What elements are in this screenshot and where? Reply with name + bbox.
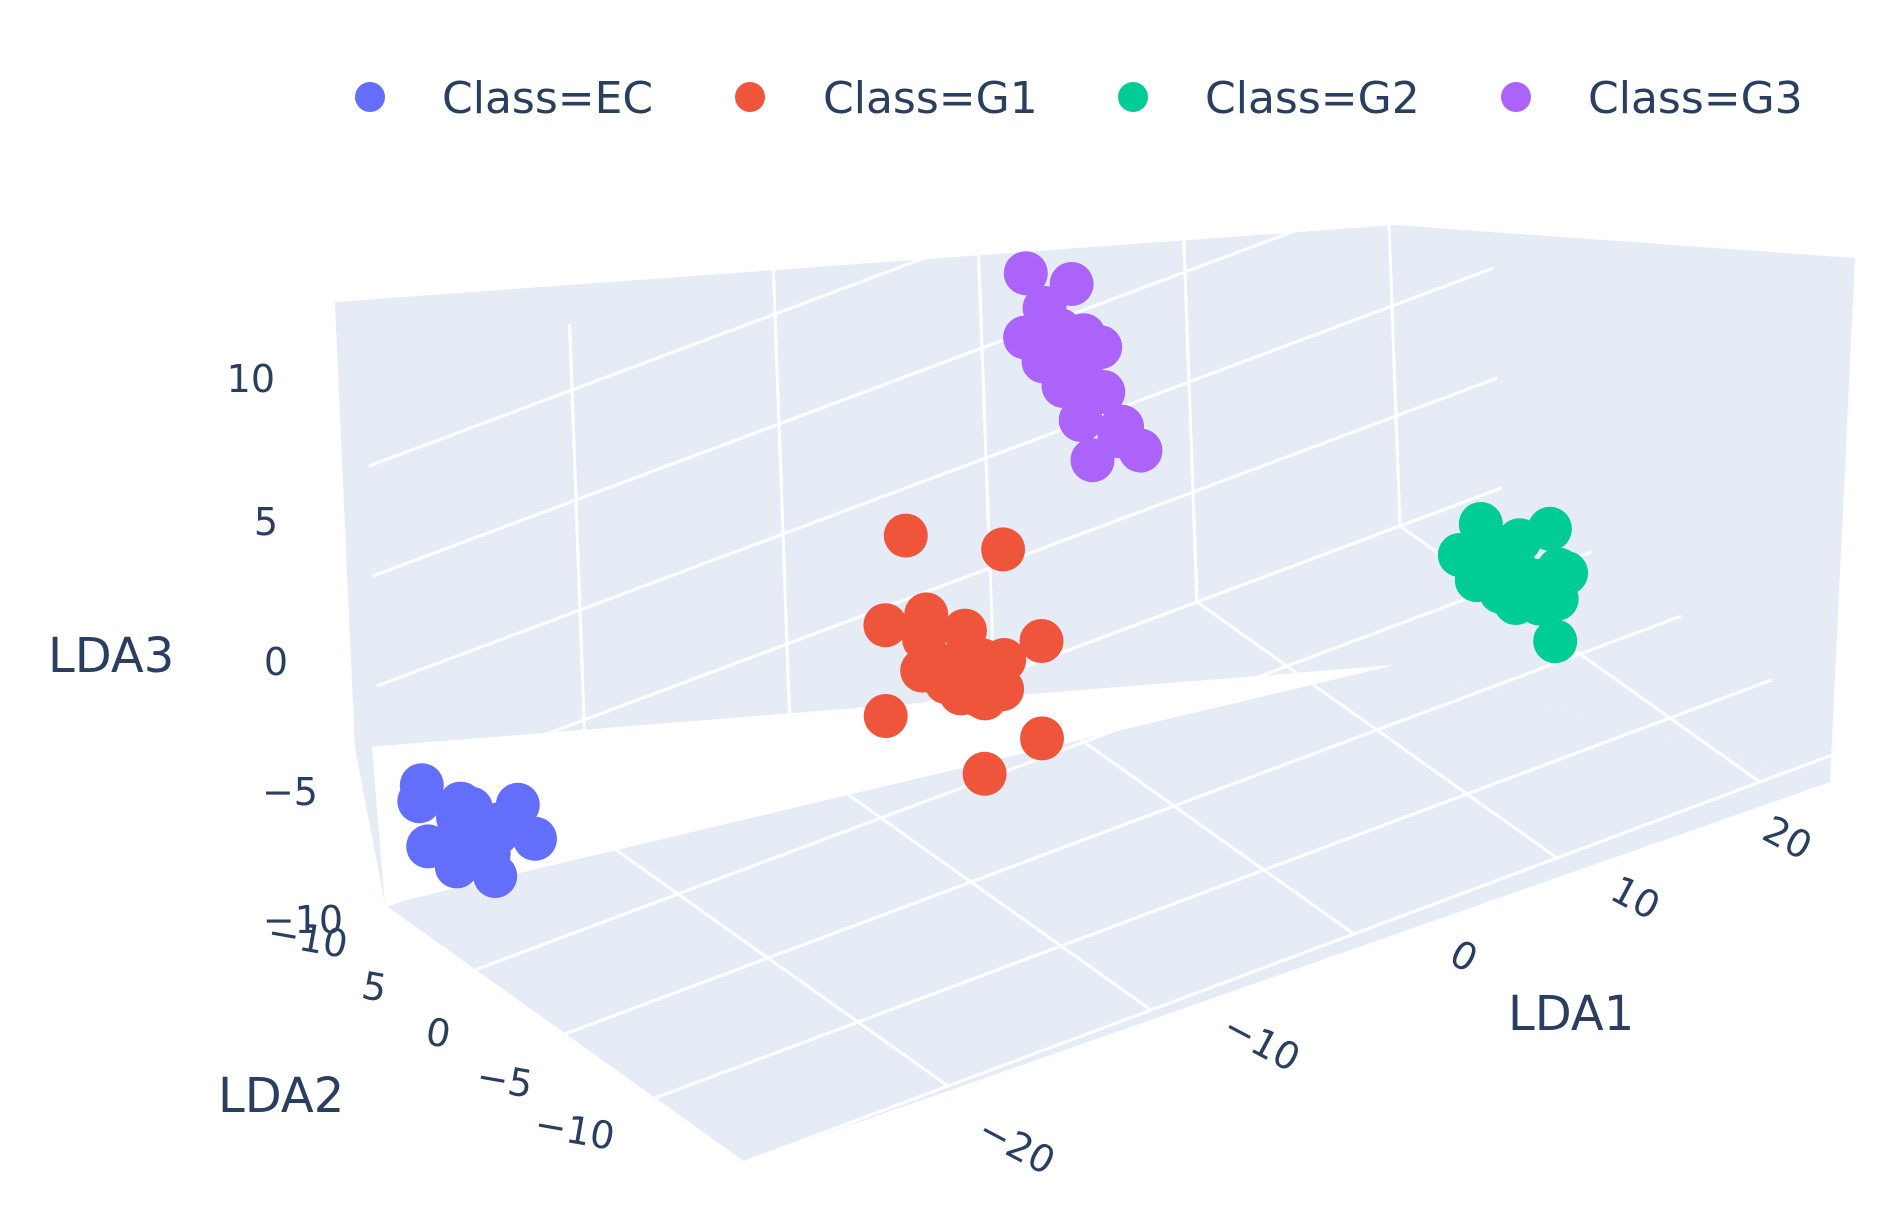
z-tick-minus10: −10: [263, 898, 343, 942]
point-g1-10[interactable]: [883, 513, 928, 558]
point-g1-8[interactable]: [982, 638, 1027, 682]
scene-panes: [335, 225, 1855, 1162]
point-g2-15[interactable]: [1544, 551, 1589, 595]
z-tick-minus5: −5: [262, 770, 318, 814]
legend-label-ec: Class=EC: [442, 73, 653, 124]
x-axis-title: LDA1: [1508, 986, 1634, 1042]
point-g2-16[interactable]: [1437, 533, 1482, 577]
grid-floor-y-0: [744, 742, 1863, 1164]
point-g1-19[interactable]: [924, 660, 969, 705]
legend-marker-ec: [355, 82, 385, 112]
pane-floor: [385, 665, 1830, 1162]
pane-back-right: [1395, 225, 1855, 782]
point-g2-10[interactable]: [1533, 619, 1578, 664]
x-tick-minus10: −10: [1216, 1004, 1307, 1081]
x-tick-minus20: −20: [971, 1107, 1062, 1184]
y-tick-5: 5: [359, 963, 390, 1011]
z-tick-5: 5: [254, 500, 278, 544]
grid-xwall-2: [974, 171, 996, 679]
point-g2-14[interactable]: [1478, 569, 1523, 614]
point-g1-16[interactable]: [863, 603, 908, 648]
grid-xwall-3: [1177, 95, 1199, 603]
point-g2-12[interactable]: [1474, 524, 1519, 569]
grid-xwall-1: [771, 247, 793, 755]
grid-zwall-1: [380, 376, 1499, 798]
x-tick-20: 20: [1756, 807, 1819, 869]
point-g2-13[interactable]: [1527, 506, 1572, 551]
y-tick-minus5: −5: [473, 1054, 536, 1107]
scatter-points: [397, 251, 1589, 898]
z-axis-ticks: 10 5 0 −5 −10: [227, 357, 343, 942]
point-ec-13[interactable]: [449, 786, 493, 831]
x-tick-10: 10: [1604, 867, 1667, 929]
legend-item-g3[interactable]: Class=G3: [1501, 73, 1803, 124]
point-g1-14[interactable]: [962, 751, 1007, 796]
legend-item-g1[interactable]: Class=G1: [735, 73, 1038, 124]
legend[interactable]: Class=EC Class=G1 Class=G2 Class=G3: [355, 73, 1803, 124]
grid-floor-y-2: [564, 614, 1683, 1036]
y-tick-0: 0: [423, 1009, 454, 1057]
z-tick-10: 10: [227, 357, 275, 401]
grid-floor-y-3: [474, 550, 1593, 972]
grid-xwall-0: [568, 323, 590, 831]
pane-back-left: [335, 225, 1395, 748]
point-g1-12[interactable]: [863, 694, 908, 738]
point-g3-8[interactable]: [1003, 251, 1048, 296]
scene-gridlines: [368, 19, 1863, 1164]
point-ec-10[interactable]: [495, 782, 540, 827]
legend-label-g2: Class=G2: [1205, 73, 1420, 124]
point-g3-14[interactable]: [1081, 370, 1126, 414]
point-ec-8[interactable]: [399, 763, 444, 808]
legend-marker-g1: [735, 82, 765, 112]
y-axis-ticks: −10 5 0 −5 −10: [264, 910, 618, 1159]
grid-zwall-3: [372, 156, 1491, 578]
point-g1-13[interactable]: [1020, 716, 1064, 761]
point-ec-7[interactable]: [513, 816, 557, 861]
y-tick-minus10: −10: [531, 1102, 618, 1159]
point-g3-12[interactable]: [1049, 262, 1094, 306]
point-g3-11[interactable]: [1042, 342, 1087, 387]
point-g3-7[interactable]: [1078, 325, 1123, 370]
grid-zwall-4: [368, 46, 1487, 468]
point-g2-11[interactable]: [1517, 581, 1562, 626]
legend-label-g1: Class=G1: [823, 73, 1038, 124]
z-axis-title: LDA3: [48, 628, 174, 684]
grid-xwall-4: [1380, 19, 1402, 527]
legend-item-ec[interactable]: Class=EC: [355, 73, 653, 124]
point-g3-10[interactable]: [1037, 308, 1082, 353]
legend-marker-g2: [1118, 82, 1148, 112]
x-tick-0: 0: [1443, 931, 1485, 981]
legend-marker-g3: [1501, 82, 1531, 112]
legend-item-g2[interactable]: Class=G2: [1118, 73, 1420, 124]
point-g3-16[interactable]: [1097, 414, 1142, 459]
point-g1-11[interactable]: [981, 527, 1026, 572]
point-ec-14[interactable]: [406, 824, 451, 869]
point-ec-12[interactable]: [466, 831, 511, 876]
pane-left-side: [335, 302, 385, 905]
grid-zwall-2: [376, 266, 1495, 688]
y-axis-title: LDA2: [218, 1068, 344, 1124]
grid-floor-y-1: [654, 678, 1773, 1100]
point-g3-15[interactable]: [1003, 315, 1048, 360]
z-tick-0: 0: [264, 640, 288, 684]
point-g1-15[interactable]: [1019, 619, 1064, 663]
legend-label-g3: Class=G3: [1588, 73, 1803, 124]
